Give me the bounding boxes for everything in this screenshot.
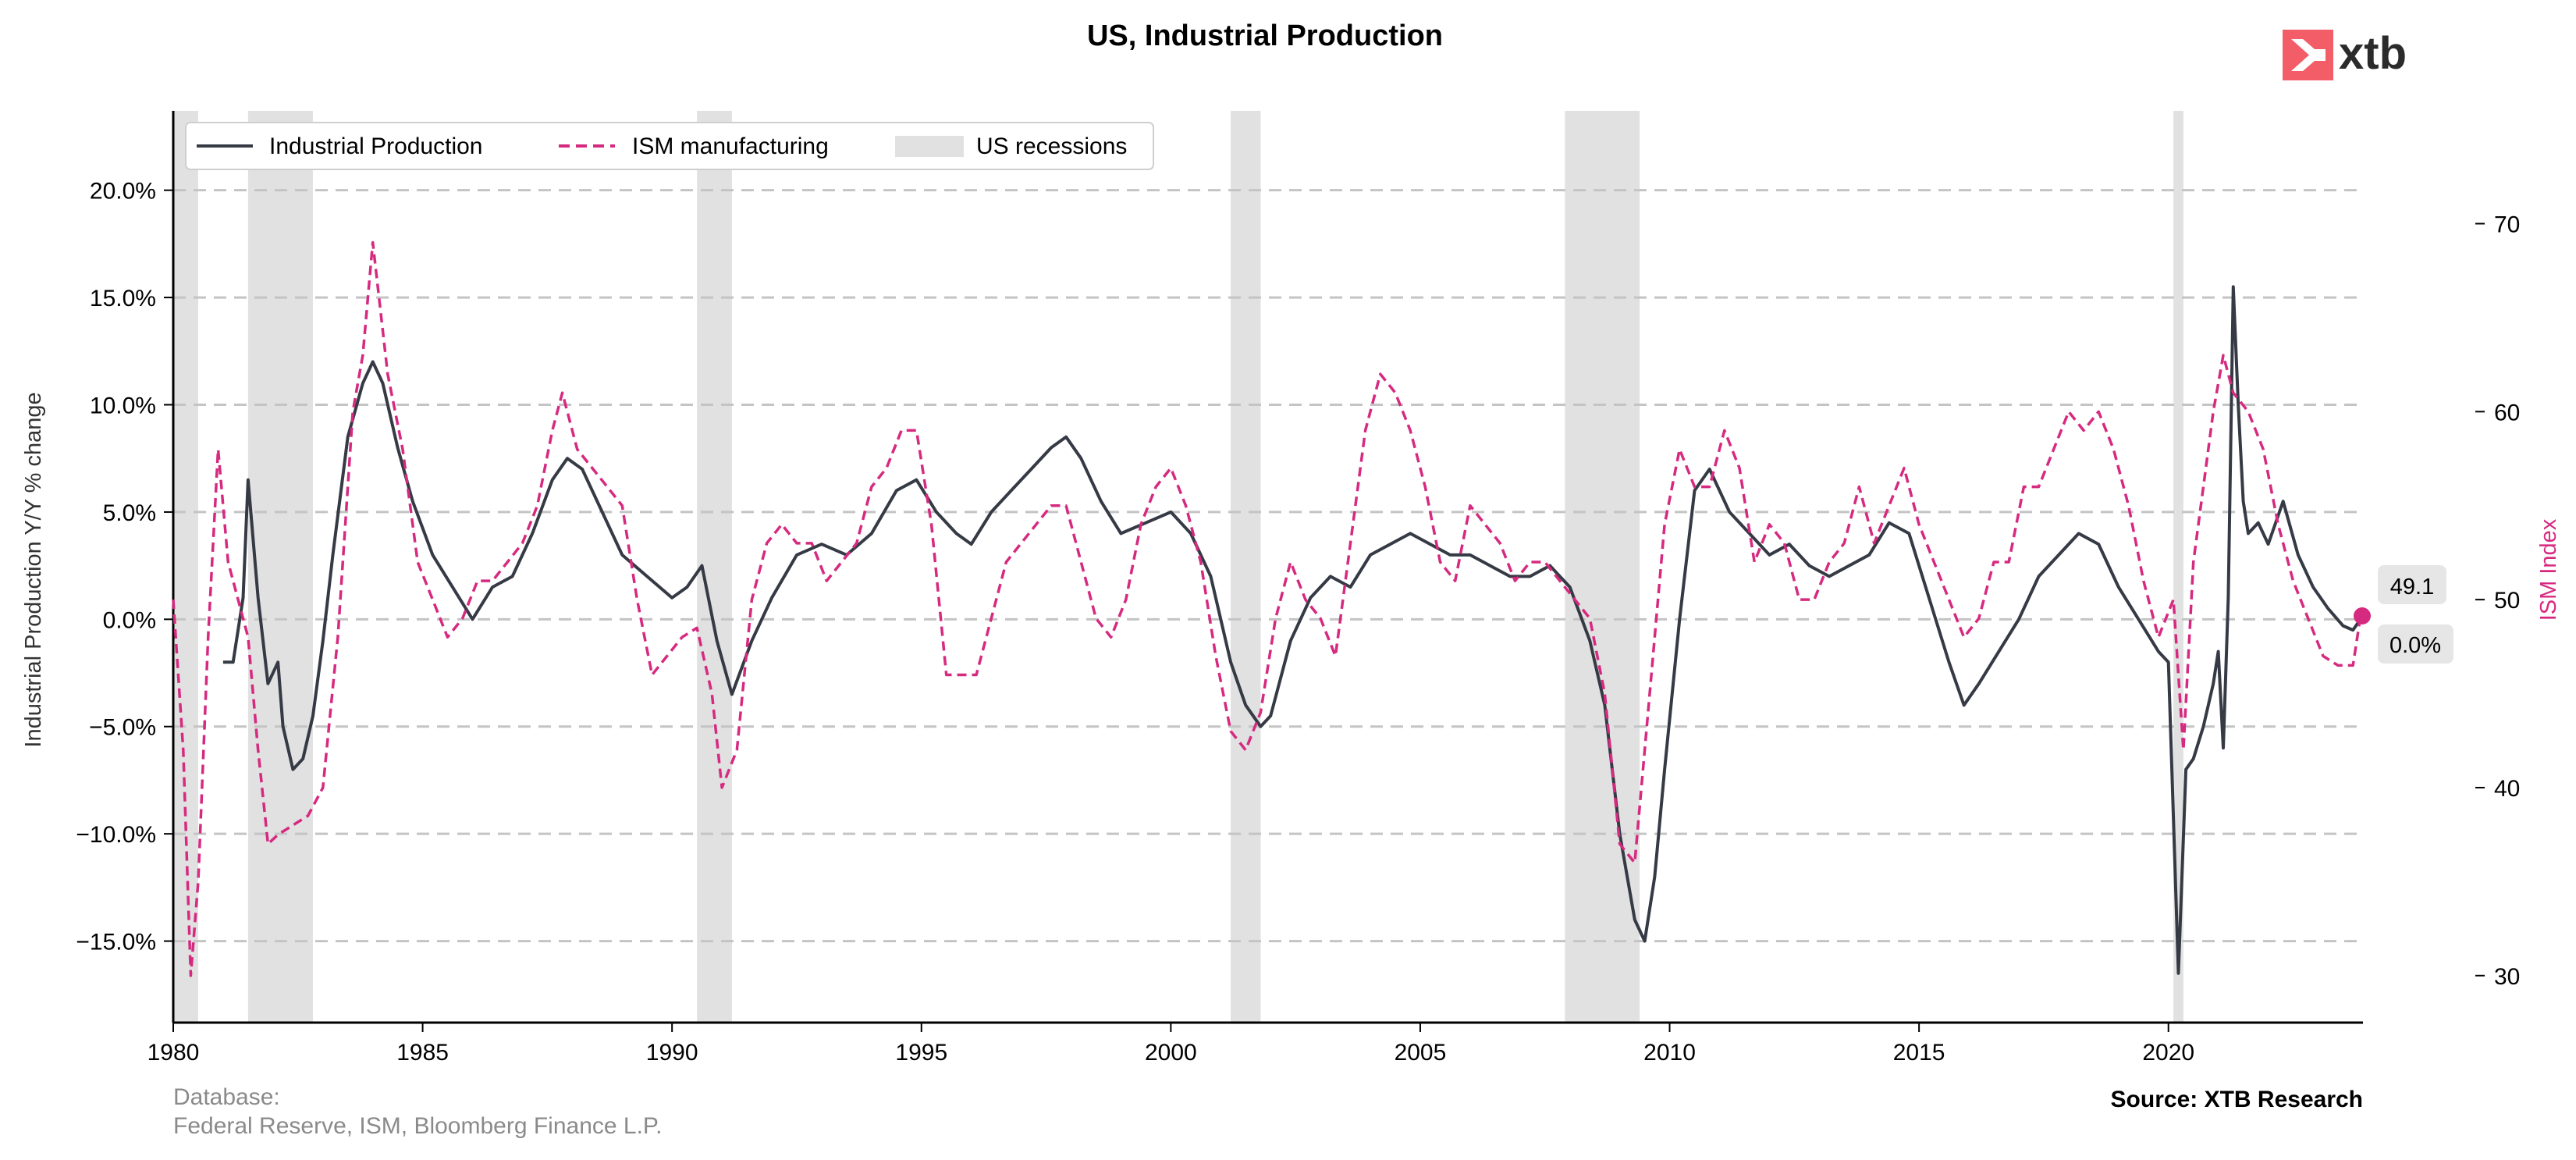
right-tick-label: 60 — [2494, 400, 2520, 425]
left-tick-label: −15.0% — [76, 930, 156, 955]
x-tick-label: 2010 — [1643, 1040, 1696, 1066]
x-tick-label: 1980 — [147, 1040, 200, 1066]
right-tick-label: 70 — [2494, 212, 2520, 237]
legend-recession-swatch — [895, 136, 964, 157]
legend: Industrial Production ISM manufacturing … — [185, 122, 1154, 170]
left-axis-title: Industrial Production Y/Y % change — [21, 392, 46, 747]
x-tick-label: 2020 — [2142, 1040, 2194, 1066]
recession-band — [2173, 111, 2183, 1023]
industrial-production-line — [222, 285, 2362, 975]
database-sources: Federal Reserve, ISM, Bloomberg Finance … — [173, 1113, 662, 1139]
chart-title: US, Industrial Production — [1087, 20, 1443, 52]
ism-last-badge-text: 49.1 — [2390, 575, 2434, 600]
ism-last-badge-bg — [2378, 565, 2446, 604]
left-tick-label: 10.0% — [90, 393, 156, 419]
left-tick-label: 0.0% — [103, 607, 156, 633]
ism-last-marker — [2354, 607, 2371, 624]
legend-recession-label: US recessions — [976, 133, 1127, 159]
x-tick-label: 2015 — [1893, 1040, 1945, 1066]
database-label: Database: — [173, 1084, 280, 1110]
recession-bands — [173, 111, 2183, 1023]
legend-ism-label: ISM manufacturing — [632, 133, 829, 159]
x-tick-label: 1995 — [895, 1040, 947, 1066]
xtb-logo-text: xtb — [2339, 28, 2407, 79]
grid-lines — [173, 189, 2363, 943]
left-tick-label: −5.0% — [89, 715, 156, 741]
ism-last-badge: 49.1 — [2378, 565, 2446, 604]
xtb-logo-x-glyph — [2291, 39, 2326, 71]
right-tick-label: 40 — [2494, 776, 2520, 802]
right-axis-title: ISM Index — [2536, 518, 2561, 621]
source-credit: Source: XTB Research — [2111, 1087, 2363, 1112]
left-tick-label: 5.0% — [103, 500, 156, 526]
ism-manufacturing-line — [172, 240, 2362, 977]
x-tick-label: 1990 — [646, 1040, 698, 1066]
series-lines — [172, 240, 2362, 977]
xtb-logo: xtb — [2283, 28, 2407, 80]
left-y-ticks: 20.0% 15.0% 10.0% 5.0% 0.0% −5.0% −10.0% −15.0% — [76, 179, 173, 955]
legend-industrial-label: Industrial Production — [269, 133, 483, 159]
right-y-ticks: 70 60 50 40 30 — [2475, 212, 2520, 990]
right-tick-label: 30 — [2494, 964, 2520, 990]
ip-last-badge-text: 0.0% — [2389, 633, 2441, 658]
recession-band — [173, 111, 198, 1023]
x-tick-label: 2005 — [1395, 1040, 1447, 1066]
ip-last-badge: 0.0% — [2378, 624, 2453, 664]
legend-box — [185, 122, 1154, 170]
x-ticks: 1980 1985 1990 1995 2000 2005 2010 2015 2020 — [147, 1023, 2194, 1066]
x-tick-label: 2000 — [1145, 1040, 1197, 1066]
xtb-logo-mark — [2283, 30, 2333, 80]
left-tick-label: 15.0% — [90, 286, 156, 311]
recession-band — [247, 111, 313, 1023]
ip-last-badge-bg — [2378, 624, 2453, 664]
axes — [172, 111, 2363, 1024]
x-tick-label: 1985 — [396, 1040, 449, 1066]
right-tick-label: 50 — [2494, 588, 2520, 614]
recession-band — [1231, 111, 1261, 1023]
left-tick-label: 20.0% — [90, 179, 156, 205]
left-tick-label: −10.0% — [76, 822, 156, 848]
